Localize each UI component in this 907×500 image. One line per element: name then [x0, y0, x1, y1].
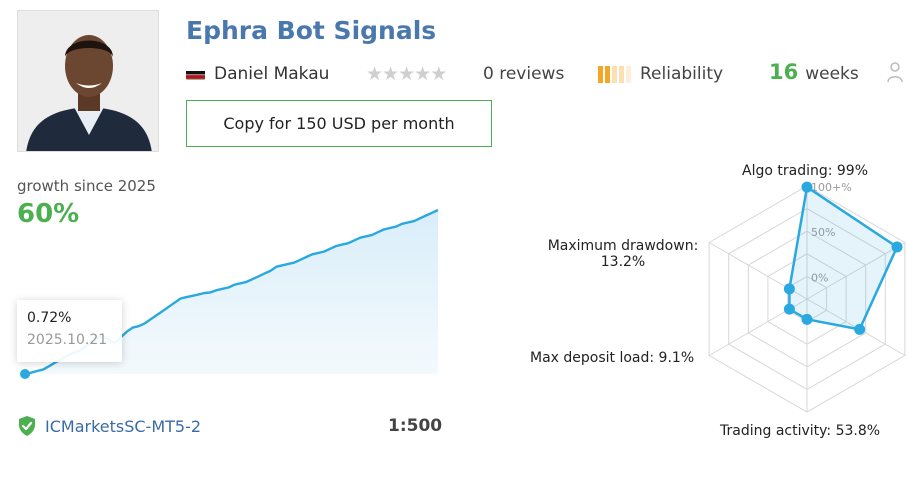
- signal-title[interactable]: Ephra Bot Signals: [186, 16, 437, 45]
- radar-grid-label: 50%: [811, 226, 835, 239]
- weeks-counter: 16 weeks: [769, 60, 859, 86]
- reliability[interactable]: Reliability: [598, 62, 723, 86]
- radar-axis: [806, 242, 906, 300]
- leverage-value: 1:500: [388, 416, 443, 436]
- growth-area: [25, 210, 438, 374]
- star-icon: ★: [382, 63, 399, 85]
- growth-value: 60%: [17, 199, 80, 229]
- radar-label-algo: Algo trading: 99%: [742, 163, 869, 179]
- radar-point: [801, 181, 813, 193]
- star-icon: ★: [430, 63, 447, 85]
- radar-label-drawdown: Maximum drawdown: 13.2%: [542, 238, 704, 270]
- radar-point: [801, 313, 813, 325]
- radar-label-drawdown-title: Maximum drawdown:: [547, 238, 699, 254]
- star-icon: ★: [398, 63, 415, 85]
- radar-point: [891, 241, 903, 253]
- tooltip-value: 0.72%: [27, 310, 72, 326]
- weeks-value: 16: [769, 60, 799, 84]
- weeks-label: weeks: [805, 64, 859, 84]
- broker-name: ICMarketsSC-MT5-2: [45, 416, 202, 436]
- radar-point: [854, 323, 866, 335]
- radar-chart[interactable]: 100+% 50% 0% Algo trading: 99% Maximum dra…: [520, 158, 907, 448]
- star-icon: ★: [414, 63, 431, 85]
- avatar-photo: [18, 11, 158, 151]
- author-row: Daniel Makau: [186, 62, 329, 86]
- star-icon: ★: [366, 63, 383, 85]
- tooltip-date: 2025.10.21: [27, 332, 108, 348]
- radar-grid-label: 100+%: [811, 181, 852, 194]
- radar-point: [783, 303, 795, 315]
- reviews-link[interactable]: 0 reviews: [483, 64, 565, 84]
- radar-grid-label: 0%: [811, 271, 828, 284]
- subscribers-icon[interactable]: [886, 60, 907, 86]
- radar-series-shape: [788, 185, 899, 331]
- reliability-label: Reliability: [640, 64, 724, 84]
- radar-label-deposit: Max deposit load: 9.1%: [530, 350, 695, 366]
- copy-subscription-button[interactable]: Copy for 150 USD per month: [186, 100, 492, 147]
- growth-chart[interactable]: [0, 195, 450, 395]
- broker-server[interactable]: ICMarketsSC-MT5-2: [17, 414, 201, 438]
- radar-svg: 100+% 50% 0%: [708, 181, 906, 413]
- chart-tooltip: 0.72% 2025.10.21: [17, 300, 122, 362]
- growth-label: growth since 2025: [17, 177, 156, 195]
- author-name[interactable]: Daniel Makau: [214, 64, 330, 84]
- radar-label-drawdown-value: 13.2%: [600, 254, 646, 270]
- rating-stars: ★ ★ ★ ★ ★: [366, 62, 447, 86]
- growth-start-point: [20, 369, 30, 379]
- radar-label-activity: Trading activity: 53.8%: [720, 423, 881, 439]
- author-avatar[interactable]: [17, 10, 159, 152]
- reliability-bars-icon: [598, 65, 631, 83]
- kenya-flag-icon: [186, 68, 205, 80]
- radar-point: [783, 283, 795, 295]
- shield-check-icon: [19, 416, 35, 436]
